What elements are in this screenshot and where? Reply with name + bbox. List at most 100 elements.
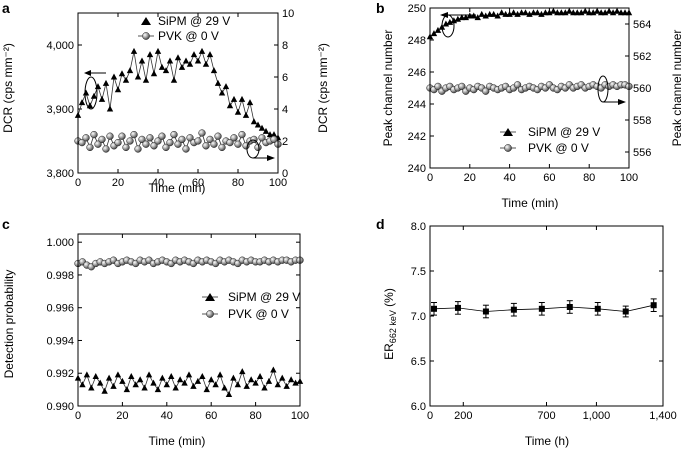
panel-a-legend: SiPM @ 29 V PVK @ 0 V: [138, 14, 230, 43]
data-point-triangle: [168, 373, 175, 380]
data-point-sphere: [106, 132, 114, 140]
y-tick-label-right: 0: [282, 168, 288, 180]
x-tick-label: 40: [152, 177, 164, 189]
data-point-triangle: [225, 391, 233, 398]
data-point-triangle: [202, 60, 210, 67]
panel-b-legend: SiPM @ 29 V PVK @ 0 V: [500, 125, 600, 155]
data-point-triangle: [526, 10, 533, 17]
x-tick-label: 40: [503, 172, 515, 184]
data-point-triangle: [110, 382, 117, 389]
y-tick-label: 244: [408, 99, 426, 111]
data-point-sphere: [142, 140, 150, 148]
data-point-triangle: [562, 9, 569, 16]
data-point-triangle: [110, 73, 118, 80]
data-point-triangle: [105, 374, 113, 381]
panel-b-ylabel-right: Peak channel number: [670, 30, 684, 147]
data-point-triangle: [194, 377, 202, 384]
panel-b-legend-pvk: PVK @ 0 V: [528, 141, 589, 155]
data-point-triangle: [162, 67, 170, 74]
data-point-triangle: [252, 379, 259, 386]
arrow-right-icon: [267, 155, 275, 161]
data-point-triangle: [522, 9, 529, 16]
data-point-triangle: [170, 76, 178, 83]
data-point-triangle: [158, 63, 166, 70]
data-point-triangle: [176, 376, 184, 383]
data-point-triangle: [498, 9, 505, 16]
data-point-triangle: [613, 7, 621, 14]
panel-b-xlabel: Time (min): [502, 196, 559, 210]
data-point-triangle: [239, 368, 246, 375]
annotation-ellipse-left: [84, 76, 98, 110]
legend-triangle-icon: [141, 17, 151, 25]
y-tick-label: 0.994: [46, 335, 74, 347]
data-point-triangle: [221, 384, 228, 391]
data-point-triangle: [128, 373, 135, 380]
data-point-triangle: [247, 376, 255, 383]
data-point-triangle: [287, 376, 295, 383]
data-point-sphere: [458, 82, 466, 91]
panel-c-legend: SiPM @ 29 V PVK @ 0 V: [202, 290, 300, 321]
data-point-triangle: [514, 10, 521, 17]
y-tick-label: 246: [408, 67, 426, 79]
data-point-triangle: [118, 70, 126, 77]
data-point-sphere: [234, 140, 242, 148]
data-point-triangle: [250, 118, 258, 125]
data-point-triangle: [226, 102, 234, 109]
data-point-sphere: [194, 137, 202, 145]
panel-a-xlabel: Time (min): [149, 181, 206, 195]
data-point-sphere: [150, 142, 158, 150]
data-point-triangle: [216, 371, 224, 378]
y-tick-label: 7.0: [411, 311, 426, 323]
panel-d-ylabel-main: ER: [382, 343, 396, 360]
data-point-sphere: [482, 87, 490, 95]
legend-triangle-icon: [205, 293, 215, 301]
y-tick-label-right: 556: [633, 147, 651, 159]
data-point-triangle: [206, 51, 214, 58]
data-point-triangle: [182, 57, 190, 64]
panel-b-legend-sipm: SiPM @ 29 V: [528, 125, 600, 139]
data-point-sphere: [102, 145, 110, 153]
data-point-triangle: [506, 10, 513, 17]
y-tick-label: 6.5: [411, 356, 426, 368]
x-tick-label: 100: [291, 410, 309, 422]
data-point-triangle: [230, 374, 237, 381]
data-point-triangle: [262, 127, 270, 134]
data-point-triangle: [593, 7, 601, 14]
data-point-triangle: [261, 384, 268, 391]
data-point-triangle: [478, 10, 485, 17]
data-point-sphere: [174, 140, 182, 148]
data-point-sphere: [162, 143, 170, 152]
x-tick-label: 20: [116, 410, 128, 422]
data-point-triangle: [234, 108, 242, 115]
data-point-triangle: [134, 73, 142, 80]
data-point-triangle: [589, 9, 597, 16]
data-point-sphere: [182, 145, 190, 153]
data-point-triangle: [178, 63, 186, 70]
data-point-triangle: [106, 105, 114, 112]
panel-d-ylabel-suffix: (%): [382, 288, 396, 310]
y-tick-label: 6.0: [411, 401, 426, 413]
data-point-sphere: [434, 82, 442, 91]
data-point-triangle: [212, 381, 219, 388]
data-point-triangle: [190, 382, 197, 389]
data-point-triangle: [534, 9, 541, 16]
y-tick-label: 0.996: [46, 303, 74, 315]
data-point-triangle: [446, 18, 454, 25]
data-point-triangle: [442, 20, 450, 27]
panel-b: b Peak channel number Peak channel numbe…: [376, 0, 684, 210]
data-point-sphere: [98, 135, 106, 144]
data-point-triangle: [146, 51, 154, 58]
data-point-triangle: [102, 79, 110, 86]
data-point-sphere: [270, 135, 278, 144]
data-point-triangle: [265, 377, 273, 384]
panel-b-letter: b: [376, 0, 385, 16]
panel-c: c Detection probability Time (min) 0 20 40…: [2, 216, 309, 448]
y-tick-label: 0.998: [46, 270, 74, 282]
data-point-triangle: [88, 384, 95, 391]
data-point-triangle: [434, 26, 442, 33]
x-tick-label: 1,400: [649, 410, 677, 422]
data-point-triangle: [114, 371, 122, 378]
panel-b-ylabel: Peak channel number: [381, 30, 395, 147]
data-point-triangle: [119, 377, 126, 384]
data-point-triangle: [79, 381, 86, 388]
